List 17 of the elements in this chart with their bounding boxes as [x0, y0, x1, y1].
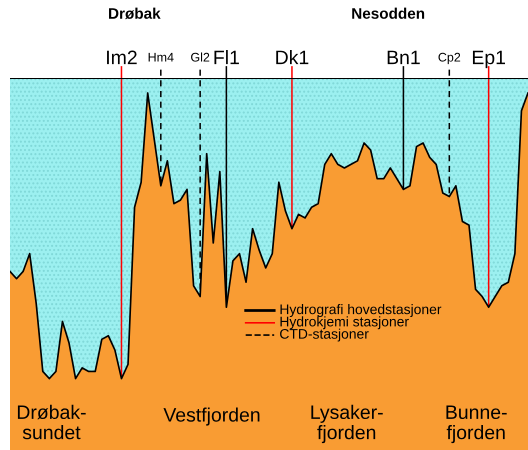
text: Nesodden: [352, 8, 424, 19]
annotation: Hydrografi hovedstasjoner: [280, 304, 442, 317]
x-tick-label: Ep1: [472, 50, 506, 68]
x-tick-label: Cp2: [438, 52, 460, 64]
x-tick-label: Fl1: [214, 50, 239, 64]
annotation: Hydrokjemi stasjoner: [280, 316, 409, 330]
annotation: Bunne- fjorden: [446, 405, 507, 444]
x-tick-label: Gl2: [191, 52, 210, 62]
text: Drøbak: [109, 8, 161, 20]
annotation: Lysaker- fjorden: [311, 404, 383, 444]
annotation: Drøbak- sundet: [18, 404, 86, 440]
annotation: Vestfjorden: [163, 407, 260, 426]
x-tick-label: Im2: [107, 50, 137, 64]
x-tick-label: Dk1: [276, 50, 308, 64]
x-tick-label: Bn1: [388, 50, 420, 64]
x-tick-label: Hm4: [148, 52, 174, 62]
annotation: CTD-stasjoner: [280, 328, 369, 342]
